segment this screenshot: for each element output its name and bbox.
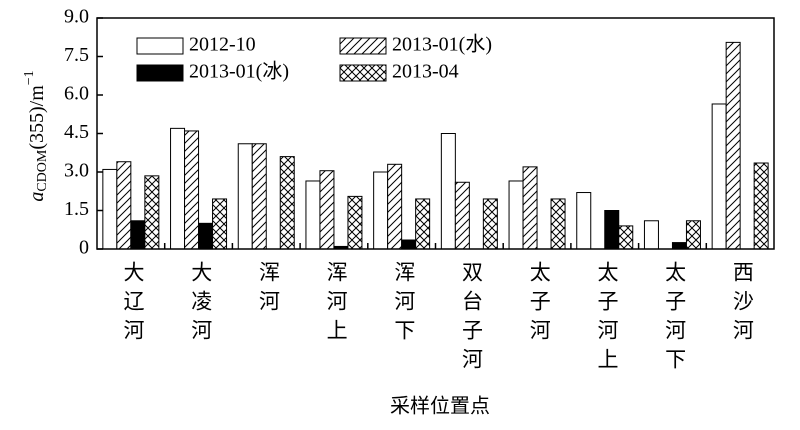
bar (170, 127, 186, 250)
x-tick-label: 太子河上 (595, 261, 619, 377)
legend-swatch (136, 64, 184, 82)
bar (184, 130, 200, 250)
y-tick-label: 0 (79, 237, 89, 259)
x-tick-label: 太子河 (527, 261, 551, 348)
y-label-superscript: −1 (22, 70, 37, 85)
plot-frame (96, 17, 775, 250)
legend-label: 2012-10 (189, 34, 256, 56)
bar (671, 242, 687, 250)
x-tick-label: 太子河下 (663, 261, 687, 377)
bar (482, 198, 498, 250)
bar (685, 220, 701, 250)
bar (251, 143, 267, 250)
bar (319, 170, 335, 250)
x-tick-label: 浑河 (256, 261, 280, 319)
y-label-main: (355)/m (26, 85, 48, 150)
bar (116, 161, 132, 250)
bar (415, 198, 431, 250)
legend-label: 2013-01(冰) (189, 60, 289, 83)
bar (279, 156, 295, 250)
y-tick-label: 6.0 (64, 83, 89, 105)
bar (387, 163, 403, 250)
bar (522, 166, 538, 250)
y-label-symbol: a (26, 192, 48, 202)
legend-swatch (136, 37, 184, 55)
y-tick-label: 7.5 (64, 44, 89, 66)
bar (212, 198, 228, 250)
y-tick-label: 9.0 (64, 6, 89, 28)
bar (198, 222, 214, 250)
bar (305, 180, 321, 250)
bar (440, 133, 456, 250)
x-axis-label: 采样位置点 (390, 395, 490, 418)
y-tick-label: 1.5 (64, 198, 89, 220)
bar (725, 41, 741, 250)
bar (130, 220, 146, 250)
x-tick-label: 双台子河 (460, 261, 484, 377)
legend-label: 2013-04 (392, 61, 459, 83)
x-tick-label: 西沙河 (730, 261, 754, 348)
y-label-subscript: CDOM (35, 149, 50, 192)
bar (454, 181, 470, 250)
bar (753, 162, 769, 250)
bar (401, 239, 417, 250)
legend-label: 2013-01(水) (392, 33, 492, 56)
bar (102, 168, 118, 250)
bar (237, 143, 253, 250)
x-tick-label: 浑河上 (324, 261, 348, 348)
y-tick-label: 4.5 (64, 121, 89, 143)
legend-swatch (339, 64, 387, 82)
legend-swatch (339, 37, 387, 55)
bar (508, 180, 524, 250)
bar (550, 198, 566, 250)
bar (373, 171, 389, 250)
bar (576, 192, 592, 250)
bar (347, 195, 363, 250)
bar (604, 210, 620, 250)
bar (643, 220, 659, 250)
x-tick-label: 大凌河 (189, 261, 213, 348)
bar (618, 225, 634, 250)
bar (711, 103, 727, 250)
y-tick-label: 3.0 (64, 160, 89, 182)
x-tick-label: 大辽河 (121, 261, 145, 348)
bar (144, 175, 160, 250)
x-tick-label: 浑河下 (392, 261, 416, 348)
y-axis-label: aCDOM(355)/m−1 (22, 70, 50, 201)
